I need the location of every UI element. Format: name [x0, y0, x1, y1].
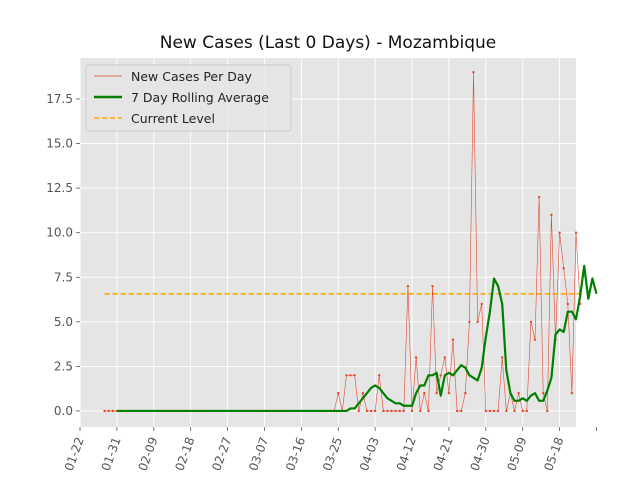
daily-cases-point: [414, 356, 418, 359]
x-tick-label: 04-30: [468, 435, 493, 473]
daily-cases-point: [476, 320, 479, 324]
daily-cases-point: [402, 409, 406, 413]
daily-cases-point: [390, 409, 393, 413]
daily-cases-point: [525, 409, 529, 413]
daily-cases-point: [542, 391, 545, 395]
daily-cases-point: [337, 391, 340, 395]
y-tick-label: 12.5: [46, 181, 73, 195]
y-tick-label: 17.5: [46, 92, 73, 106]
daily-cases-point: [513, 409, 516, 413]
daily-cases-point: [349, 374, 352, 377]
y-tick-label: 7.5: [54, 270, 73, 284]
daily-cases-point: [517, 391, 520, 395]
x-tick-label: 01-31: [99, 435, 124, 473]
daily-cases-point: [529, 320, 533, 324]
legend-label-level: Current Level: [131, 111, 215, 126]
daily-cases-point: [468, 320, 471, 324]
x-tick-label: 04-21: [431, 435, 456, 473]
x-tick-label: 03-16: [283, 435, 308, 473]
legend-box: [85, 64, 292, 132]
x-tick-label: 05-18: [541, 435, 566, 473]
daily-cases-point: [382, 409, 385, 413]
daily-cases-point: [464, 391, 467, 395]
daily-cases-point: [558, 231, 561, 234]
x-tick-label: 02-18: [172, 435, 197, 473]
daily-cases-point: [361, 391, 365, 395]
y-tick-label: 5.0: [54, 315, 73, 329]
daily-cases-point: [111, 409, 114, 413]
daily-cases-point: [345, 374, 348, 377]
daily-cases-point: [378, 374, 381, 377]
daily-cases-point: [410, 409, 414, 413]
daily-cases-point: [574, 231, 578, 234]
legend: New Cases Per Day 7 Day Rolling Average …: [85, 64, 292, 132]
daily-cases-point: [488, 409, 492, 413]
x-tick-label: 01-22: [62, 435, 87, 473]
daily-cases-point: [505, 409, 508, 413]
daily-cases-point: [566, 302, 570, 306]
x-tick-label: 04-12: [394, 435, 419, 473]
daily-cases-point: [533, 338, 537, 341]
daily-cases-point: [460, 409, 463, 413]
legend-label-rolling: 7 Day Rolling Average: [131, 90, 269, 105]
daily-cases-point: [435, 391, 438, 395]
y-tick-label: 15.0: [46, 137, 73, 151]
daily-cases-point: [550, 213, 553, 217]
daily-cases-point: [537, 195, 541, 199]
x-tick-label: 05-09: [504, 435, 529, 473]
x-tick-label: 02-09: [136, 435, 161, 473]
daily-cases-point: [386, 409, 389, 413]
daily-cases-point: [451, 338, 455, 341]
x-tick-label: 03-07: [246, 435, 271, 473]
x-tick-label: 02-27: [209, 435, 234, 473]
daily-cases-point: [103, 409, 106, 413]
daily-cases-point: [484, 409, 488, 413]
daily-cases-point: [357, 409, 360, 413]
legend-label-daily: New Cases Per Day: [131, 69, 252, 84]
daily-cases-point: [447, 391, 451, 395]
daily-cases-point: [546, 409, 549, 413]
daily-cases-point: [472, 71, 475, 74]
daily-cases-point: [398, 409, 401, 413]
y-axis: 0.0 2.5 5.0 7.5 10.0 12.5 15.0 17.5: [46, 92, 80, 418]
rolling-average-line: [116, 264, 598, 413]
daily-cases-point: [570, 391, 574, 395]
x-tick-label: 03-25: [320, 435, 345, 473]
daily-cases-point: [496, 409, 500, 413]
chart-title: New Cases (Last 0 Days) - Mozambique: [160, 33, 497, 53]
daily-cases-point: [501, 356, 504, 359]
daily-cases-point: [562, 267, 565, 270]
y-tick-label: 0.0: [54, 404, 73, 418]
daily-cases-point: [394, 409, 397, 413]
daily-cases-point: [353, 374, 356, 377]
daily-cases-point: [492, 409, 496, 413]
daily-cases-point: [423, 391, 426, 395]
daily-cases-point: [406, 284, 410, 288]
y-tick-label: 2.5: [54, 359, 73, 373]
daily-cases-point: [439, 374, 442, 377]
daily-cases-point: [431, 284, 434, 288]
daily-cases-point: [373, 409, 377, 413]
x-tick-label: 04-03: [357, 435, 382, 473]
daily-cases-point: [419, 409, 422, 413]
series-layer: [103, 71, 598, 413]
daily-cases-point: [427, 409, 430, 413]
daily-cases-point: [365, 409, 369, 413]
daily-cases-point: [369, 409, 373, 413]
x-axis: 01-22 01-31 02-09 02-18 02-27 03-07 03-16 03-25…: [62, 427, 597, 473]
daily-cases-point: [443, 356, 447, 359]
y-tick-label: 10.0: [46, 226, 73, 240]
daily-cases-point: [455, 409, 459, 413]
daily-cases-point: [107, 409, 110, 413]
daily-cases-point: [521, 409, 524, 413]
daily-cases-point: [480, 302, 483, 306]
